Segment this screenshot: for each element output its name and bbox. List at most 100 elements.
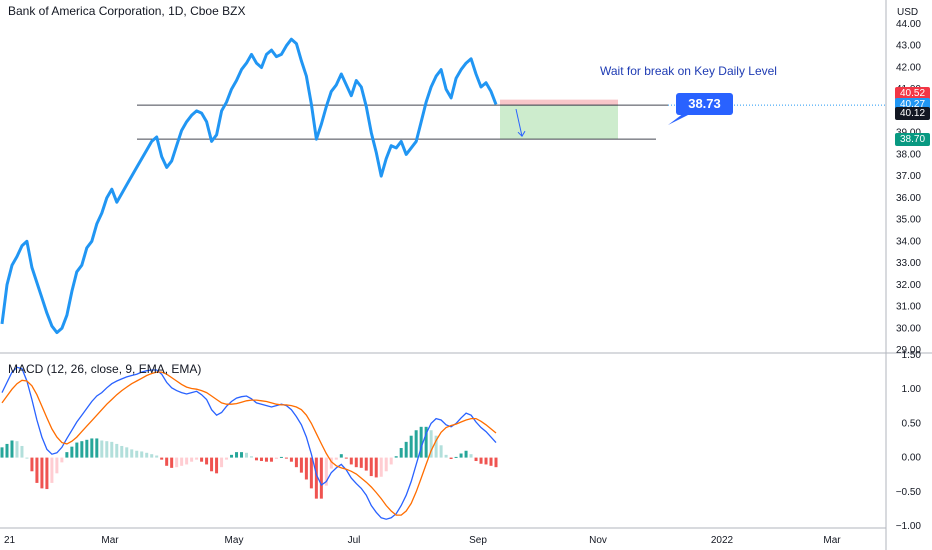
macd-histogram-bar <box>389 457 393 465</box>
macd-histogram-bar <box>279 456 283 458</box>
macd-histogram-bar <box>304 457 308 480</box>
macd-histogram-bar <box>324 457 328 486</box>
callout-box <box>676 93 733 115</box>
price-tick-label: 30.00 <box>896 323 921 334</box>
macd-histogram-bar <box>45 457 49 490</box>
macd-histogram-bar <box>489 457 493 466</box>
macd-histogram-bar <box>319 457 323 499</box>
macd-histogram-bar <box>364 457 368 471</box>
macd-histogram-bar <box>274 457 278 459</box>
position-risk-zone[interactable] <box>500 99 618 106</box>
macd-histogram <box>0 426 498 499</box>
macd-histogram-bar <box>459 453 463 458</box>
time-tick-label: Nov <box>589 535 607 546</box>
macd-histogram-bar <box>294 457 298 468</box>
macd-histogram-bar <box>220 457 224 468</box>
price-line[interactable] <box>0 37 498 335</box>
macd-histogram-bar <box>334 457 338 460</box>
macd-histogram-bar <box>379 457 383 477</box>
macd-histogram-bar <box>264 457 268 462</box>
price-tick-label: 31.00 <box>896 302 921 313</box>
macd-histogram-bar <box>245 452 249 458</box>
macd-histogram-bar <box>50 457 54 483</box>
price-tick-label: 33.00 <box>896 258 921 269</box>
macd-histogram-bar <box>210 457 214 472</box>
macd-histogram-bar <box>469 454 473 458</box>
price-tick-label: 34.00 <box>896 236 921 247</box>
macd-histogram-bar <box>195 457 199 460</box>
macd-histogram-bar <box>479 457 483 464</box>
macd-title: MACD (12, 26, close, 9, EMA, EMA) <box>8 362 202 376</box>
macd-histogram-bar <box>404 441 408 458</box>
macd-histogram-bar <box>140 451 144 458</box>
time-axis[interactable]: 21 Mar May Jul Sep Nov 2022 Mar <box>4 535 841 546</box>
macd-histogram-bar <box>110 441 114 458</box>
position-reward-zone[interactable] <box>500 105 618 140</box>
macd-histogram-bar <box>314 457 318 499</box>
macd-tick-label: −0.50 <box>896 487 922 498</box>
macd-histogram-bar <box>145 452 149 458</box>
position-arrow-head <box>517 130 526 137</box>
macd-histogram-bar <box>135 450 139 458</box>
macd-histogram-bar <box>90 438 94 458</box>
macd-histogram-bar <box>150 454 154 458</box>
price-pane <box>0 0 885 352</box>
macd-histogram-bar <box>354 457 358 468</box>
macd-histogram-bar <box>299 457 303 473</box>
macd-tick-label: 0.00 <box>902 453 922 464</box>
macd-histogram-bar <box>309 457 313 489</box>
macd-histogram-bar <box>409 435 413 458</box>
macd-histogram-bar <box>105 441 109 458</box>
target-callout[interactable]: 38.73 <box>668 93 733 125</box>
price-tick-label: 42.00 <box>896 62 921 73</box>
macd-histogram-bar <box>464 450 468 458</box>
price-tick-label: 43.00 <box>896 41 921 52</box>
price-tick-label: 29.00 <box>896 345 921 356</box>
macd-histogram-bar <box>165 457 169 466</box>
currency-label: USD <box>897 7 919 18</box>
macd-histogram-bar <box>269 457 273 462</box>
macd-histogram-bar <box>115 443 119 458</box>
macd-histogram-bar <box>25 457 29 459</box>
time-tick-label: 2022 <box>711 535 734 546</box>
macd-histogram-bar <box>414 430 418 458</box>
macd-histogram-bar <box>100 440 104 458</box>
macd-histogram-bar <box>449 457 453 459</box>
macd-histogram-bar <box>394 456 398 458</box>
price-tag: 38.70 <box>895 133 930 147</box>
macd-histogram-bar <box>374 457 378 478</box>
macd-histogram-bar <box>35 457 39 483</box>
macd-histogram-bar <box>10 440 14 458</box>
macd-tick-label: 1.00 <box>902 384 922 395</box>
macd-histogram-bar <box>70 446 74 458</box>
macd-histogram-bar <box>175 457 179 468</box>
price-tick-label: 37.00 <box>896 171 921 182</box>
macd-histogram-bar <box>85 439 89 458</box>
time-tick-label: Jul <box>348 535 361 546</box>
macd-histogram-bar <box>399 448 403 458</box>
macd-histogram-bar <box>254 457 258 461</box>
macd-histogram-bar <box>284 457 288 459</box>
macd-histogram-bar <box>259 457 263 462</box>
macd-histogram-bar <box>65 452 69 458</box>
macd-histogram-bar <box>215 457 219 474</box>
macd-axis[interactable]: −1.00 −0.50 0.00 0.50 1.00 1.50 <box>896 350 922 532</box>
macd-histogram-bar <box>185 457 189 465</box>
macd-histogram-bar <box>344 457 348 459</box>
annotation-note[interactable]: Wait for break on Key Daily Level <box>600 64 777 78</box>
macd-histogram-bar <box>5 443 9 458</box>
price-axis[interactable]: 29.00 30.00 31.00 32.00 33.00 34.00 35.00 36.00… <box>896 19 921 356</box>
price-tick-label: 44.00 <box>896 19 921 30</box>
macd-histogram-bar <box>160 457 164 460</box>
macd-histogram-bar <box>384 457 388 472</box>
macd-histogram-bar <box>419 426 423 458</box>
macd-histogram-bar <box>494 457 498 468</box>
macd-histogram-bar <box>15 441 19 458</box>
time-tick-label: Sep <box>469 535 487 546</box>
price-tick-label: 36.00 <box>896 193 921 204</box>
position-arrow <box>515 108 523 137</box>
time-tick-label: Mar <box>101 535 119 546</box>
macd-tick-label: 1.50 <box>902 350 922 361</box>
time-tick-label: May <box>225 535 244 546</box>
